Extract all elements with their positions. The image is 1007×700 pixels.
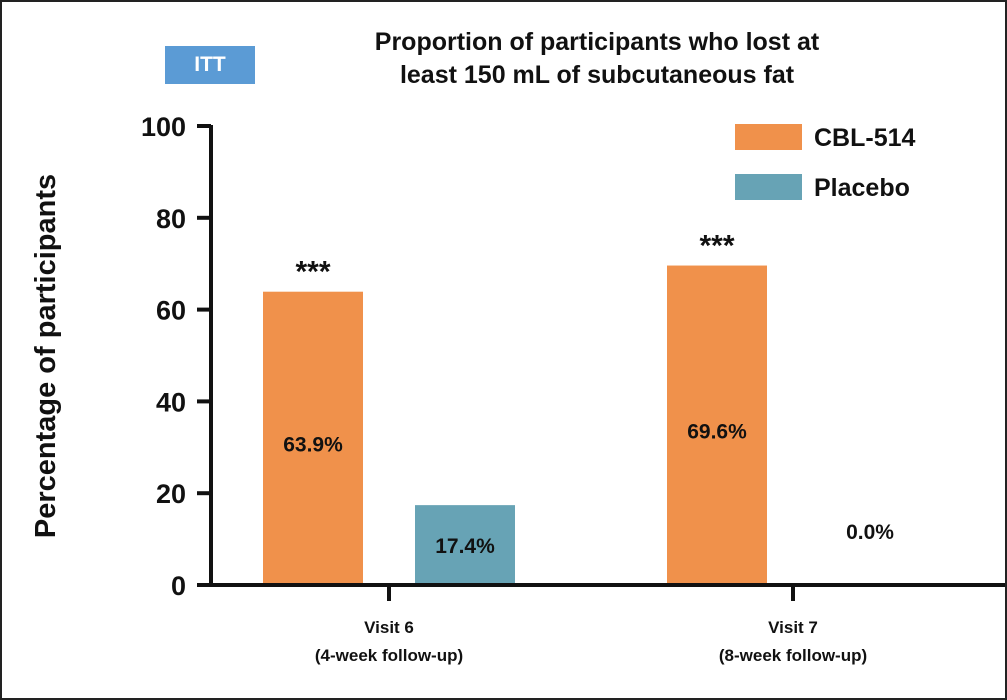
bar-cbl-514 [263, 291, 363, 583]
chart-title-line-1: Proportion of participants who lost at [374, 28, 820, 56]
legend-label: CBL-514 [814, 124, 916, 152]
bar-value-label: 63.9% [283, 433, 343, 456]
chart-title: Proportion of participants who lost at l… [292, 26, 902, 92]
x-tick-label: Visit 6 [364, 618, 414, 637]
y-tick-label: 40 [156, 387, 186, 417]
bar-value-label: 17.4% [435, 535, 495, 558]
bar-value-label: 69.6% [687, 420, 747, 443]
legend-label: Placebo [814, 174, 910, 202]
bar-cbl-514 [667, 265, 767, 583]
itt-badge: ITT [165, 46, 255, 84]
y-tick-label: 80 [156, 204, 186, 234]
significance-marker: *** [699, 230, 734, 263]
x-tick-sublabel: (8-week follow-up) [719, 646, 867, 665]
legend-swatch-placebo [735, 174, 802, 200]
bar-placebo [415, 505, 515, 583]
y-axis-label: Percentage of participants [30, 174, 62, 538]
legend-swatch-cbl-514 [735, 124, 802, 150]
y-tick-label: 0 [171, 571, 186, 601]
significance-marker: *** [295, 256, 330, 289]
chart-title-line-2: least 150 mL of subcutaneous fat [399, 61, 795, 89]
x-tick-label: Visit 7 [768, 618, 818, 637]
bar-value-label: 0.0% [846, 521, 894, 544]
y-tick-label: 60 [156, 296, 186, 326]
x-tick-sublabel: (4-week follow-up) [315, 646, 463, 665]
y-tick-label: 100 [141, 112, 186, 142]
y-tick-label: 20 [156, 479, 186, 509]
